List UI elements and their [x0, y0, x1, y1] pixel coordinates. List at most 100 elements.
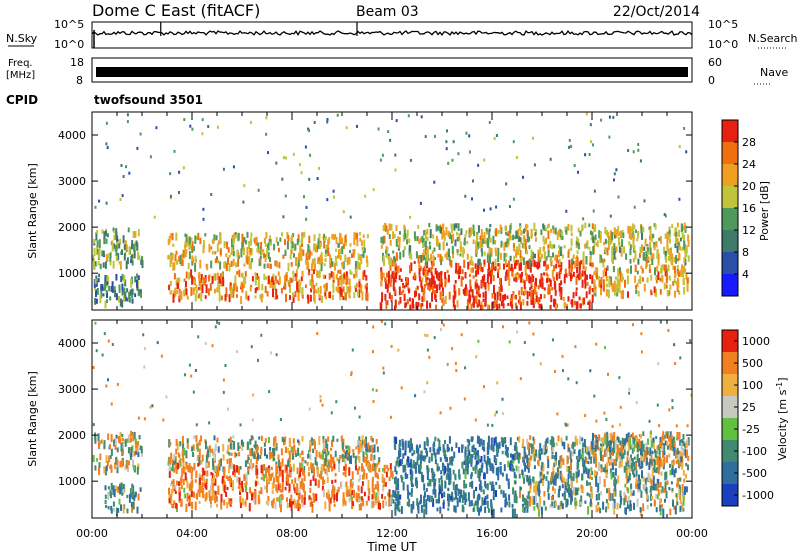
echo-cell — [622, 453, 625, 459]
echo-cell — [234, 275, 237, 283]
echo-cell — [671, 399, 674, 403]
echo-cell — [265, 276, 268, 280]
echo-cell — [197, 295, 200, 299]
echo-cell — [194, 255, 197, 263]
echo-cell — [507, 303, 510, 306]
echo-cell — [170, 496, 173, 505]
echo-cell — [272, 280, 275, 285]
echo-cell — [659, 320, 662, 324]
echo-cell — [645, 461, 648, 466]
echo-cell — [169, 280, 172, 286]
echo-cell — [211, 250, 214, 255]
echo-cell — [194, 479, 197, 483]
colorbar-tick-label: 24 — [742, 158, 756, 171]
echo-cell — [356, 493, 359, 503]
echo-cell — [372, 400, 375, 403]
echo-cell — [525, 498, 528, 508]
echo-cell — [119, 460, 122, 468]
echo-cell — [553, 488, 556, 494]
echo-cell — [367, 466, 370, 470]
echo-cell — [604, 247, 607, 253]
echo-cell — [587, 506, 590, 515]
echo-cell — [505, 263, 508, 268]
echo-cell — [605, 450, 608, 457]
echo-cell — [423, 441, 426, 450]
echo-cell — [636, 498, 639, 507]
echo-cell — [430, 261, 433, 265]
echo-cell — [509, 301, 512, 307]
echo-cell — [116, 466, 119, 474]
echo-cell — [323, 233, 326, 241]
echo-cell — [538, 488, 541, 497]
echo-cell — [358, 498, 361, 503]
echo-cell — [202, 245, 205, 254]
echo-cell — [256, 446, 259, 455]
echo-cell — [426, 450, 428, 457]
echo-cell — [561, 354, 564, 358]
echo-cell — [302, 483, 305, 493]
echo-cell — [399, 268, 402, 272]
echo-cell — [585, 467, 588, 474]
echo-cell — [315, 282, 318, 287]
echo-cell — [528, 444, 531, 449]
echo-cell — [640, 441, 643, 451]
echo-cell — [462, 468, 465, 475]
echo-cell — [295, 487, 298, 494]
echo-cell — [95, 232, 98, 241]
echo-cell — [298, 487, 301, 493]
echo-cell — [676, 432, 679, 441]
echo-cell — [473, 231, 476, 237]
echo-cell — [331, 456, 334, 464]
echo-cell — [657, 456, 659, 464]
echo-cell — [572, 472, 575, 482]
echo-cell — [558, 258, 561, 266]
echo-cell — [128, 460, 130, 466]
echo-cell — [326, 461, 328, 466]
echo-cell — [233, 441, 235, 450]
echo-cell — [310, 497, 313, 501]
echo-cell — [365, 448, 368, 455]
echo-cell — [497, 474, 500, 481]
echo-cell — [110, 492, 112, 499]
echo-cell — [278, 276, 281, 285]
echo-cell — [570, 144, 573, 148]
echo-cell — [416, 285, 419, 290]
echo-cell — [199, 237, 202, 245]
echo-cell — [586, 492, 589, 496]
echo-cell — [681, 246, 684, 251]
echo-cell — [468, 134, 471, 138]
echo-cell — [453, 497, 456, 501]
echo-cell — [673, 232, 676, 237]
echo-cell — [606, 440, 609, 448]
echo-cell — [232, 165, 235, 169]
echo-cell — [179, 441, 182, 447]
echo-cell — [668, 275, 671, 281]
echo-cell — [507, 478, 510, 486]
echo-cell — [463, 480, 466, 489]
echo-cell — [642, 443, 645, 452]
echo-cell — [519, 490, 521, 499]
echo-cell — [638, 482, 641, 491]
echo-cell — [551, 287, 554, 291]
echo-cell — [332, 285, 335, 294]
echo-cell — [492, 301, 495, 309]
echo-cell — [503, 263, 505, 270]
echo-cell — [477, 469, 480, 479]
echo-cell — [277, 454, 280, 461]
echo-cell — [629, 503, 632, 511]
echo-cell — [251, 449, 254, 457]
echo-cell — [534, 253, 536, 259]
echo-cell — [435, 499, 438, 504]
echo-cell — [94, 432, 97, 441]
echo-cell — [334, 479, 337, 483]
echo-cell — [395, 436, 398, 444]
echo-cell — [112, 243, 115, 249]
echo-cell — [330, 271, 333, 278]
echo-cell — [130, 255, 133, 261]
echo-cell — [637, 279, 640, 283]
echo-cell — [394, 258, 397, 263]
echo-cell — [607, 241, 610, 250]
echo-cell — [398, 286, 401, 296]
echo-cell — [555, 274, 558, 280]
